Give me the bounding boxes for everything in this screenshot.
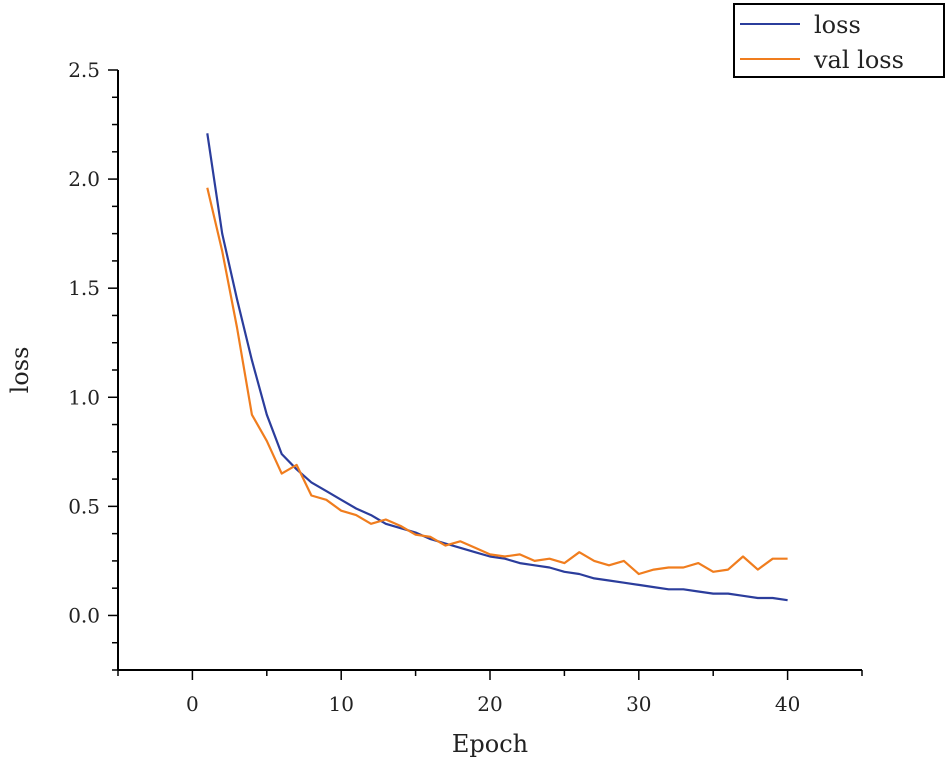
x-tick-label: 0 xyxy=(186,692,199,716)
y-tick-label: 1.0 xyxy=(68,385,100,409)
series-line-val-loss xyxy=(206,187,788,576)
x-tick-label: 20 xyxy=(477,692,502,716)
y-tick-label: 0.5 xyxy=(68,494,100,518)
series-layer xyxy=(206,133,788,602)
x-tick-label: 40 xyxy=(775,692,800,716)
y-tick-label: 2.5 xyxy=(68,58,100,82)
legend-label-val-loss: val loss xyxy=(813,46,904,74)
x-ticks: 0 10 20 30 40 xyxy=(117,670,863,716)
y-tick-label: 2.0 xyxy=(68,167,100,191)
y-ticks: 0.0 0.5 1.0 1.5 2.0 2.5 xyxy=(68,58,118,671)
y-tick-label: 0.0 xyxy=(68,603,100,627)
legend: loss val loss xyxy=(733,3,945,78)
x-tick-label: 30 xyxy=(626,692,651,716)
y-tick-label: 1.5 xyxy=(68,276,100,300)
series-line-loss xyxy=(206,133,788,602)
y-axis-label: loss xyxy=(6,347,34,394)
x-tick-label: 10 xyxy=(328,692,353,716)
x-axis-label: Epoch xyxy=(452,730,528,758)
legend-label-loss: loss xyxy=(814,11,861,39)
legend-box xyxy=(733,3,945,78)
axes xyxy=(117,70,862,671)
